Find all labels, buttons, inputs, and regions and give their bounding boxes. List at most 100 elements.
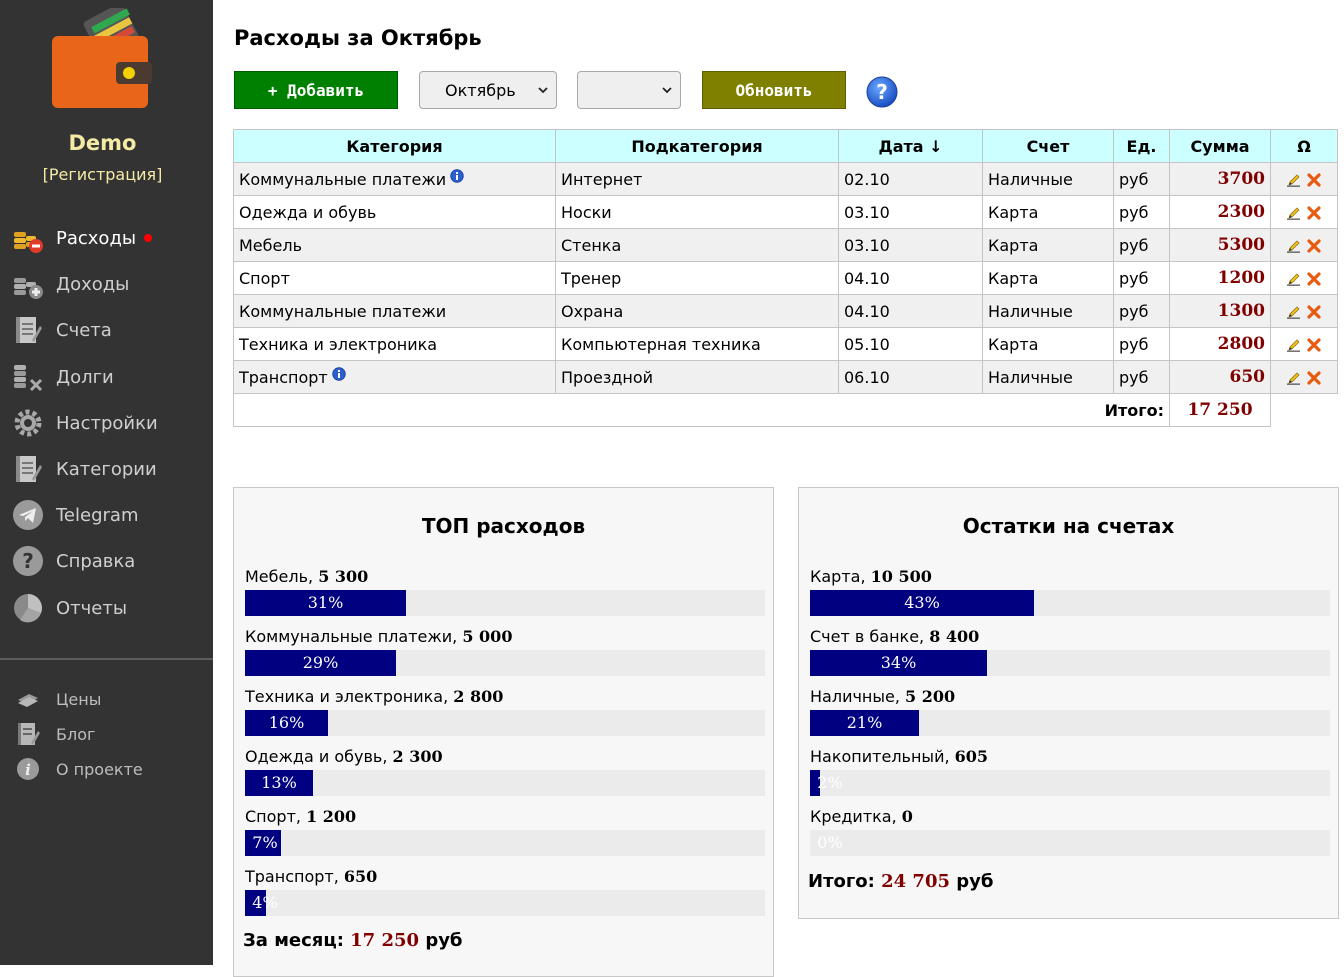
table-row[interactable]: Коммунальные платежи Охрана 04.10 Наличные р… <box>233 294 1338 328</box>
delete-x-icon[interactable] <box>1307 205 1321 220</box>
cell-amount: 2300 <box>1169 195 1271 229</box>
info-icon[interactable] <box>450 169 464 183</box>
column-header-subcategory[interactable]: Подкатегория <box>555 129 839 163</box>
progress-fill <box>245 830 281 856</box>
progress-name: Техника и электроника, <box>245 687 454 706</box>
blog-notebook-icon <box>18 723 40 745</box>
nav-label-accounts: Счета <box>56 319 112 341</box>
table-total-row: Итого: 17 250 <box>233 393 1338 427</box>
month-select[interactable]: Октябрь <box>419 71 557 109</box>
nav-item-blog[interactable]: Блог <box>15 721 95 747</box>
nav-item-help[interactable]: ? Справка <box>12 544 135 578</box>
progress-track: 34% <box>810 650 1330 676</box>
nav-item-debts[interactable]: Долги <box>12 360 114 394</box>
prices-banknotes-icon <box>18 694 38 707</box>
cell-subcategory: Охрана <box>555 294 839 328</box>
progress-fill <box>810 710 919 736</box>
nav-label-telegram: Telegram <box>56 504 139 526</box>
table-row[interactable]: Мебель Стенка 03.10 Карта руб 5300 <box>233 228 1338 262</box>
cell-amount: 650 <box>1169 360 1271 394</box>
delete-x-icon[interactable] <box>1307 304 1321 319</box>
nav-item-prices[interactable]: Цены <box>15 686 101 712</box>
progress-fill <box>245 710 328 736</box>
nav-item-reports[interactable]: Отчеты <box>12 591 127 625</box>
table-row[interactable]: Транспорт Проездной 06.10 Наличные руб 650 <box>233 360 1338 394</box>
nav-item-income[interactable]: Доходы <box>12 267 129 301</box>
nav-label-debts: Долги <box>56 366 114 388</box>
table-row[interactable]: Техника и электроника Компьютерная техник… <box>233 327 1338 361</box>
table-header-row: Категория Подкатегория Дата ↓ Счет Ед. С… <box>233 129 1338 163</box>
progress-item: Кредитка, 0 0% <box>810 806 1330 856</box>
add-button[interactable]: + Добавить <box>234 71 398 109</box>
column-header-actions: Ω <box>1270 129 1338 163</box>
edit-pencil-icon[interactable] <box>1287 371 1301 385</box>
progress-label: Мебель, 5 300 <box>245 566 765 588</box>
nav-item-accounts[interactable]: Счета <box>12 313 112 347</box>
cell-category: Спорт <box>233 261 556 295</box>
svg-text:i: i <box>25 761 31 779</box>
edit-pencil-icon[interactable] <box>1287 239 1301 253</box>
cell-unit: руб <box>1113 195 1170 229</box>
progress-fill <box>245 590 406 616</box>
top-expenses-title: ТОП расходов <box>421 514 586 538</box>
category-text: Одежда и обувь <box>239 202 377 222</box>
edit-pencil-icon[interactable] <box>1287 338 1301 352</box>
cell-amount: 5300 <box>1169 228 1271 262</box>
info-icon[interactable] <box>332 367 346 381</box>
cell-amount: 1300 <box>1169 294 1271 328</box>
edit-pencil-icon[interactable] <box>1287 305 1301 319</box>
categories-notebook-icon <box>16 456 42 482</box>
delete-x-icon[interactable] <box>1307 238 1321 253</box>
nav-item-categories[interactable]: Категории <box>12 452 157 486</box>
column-header-category[interactable]: Категория <box>233 129 556 163</box>
progress-fill <box>245 890 266 916</box>
table-row[interactable]: Одежда и обувь Носки 03.10 Карта руб 2300 <box>233 195 1338 229</box>
period-select[interactable] <box>577 71 681 109</box>
progress-item: Счет в банке, 8 400 34% <box>810 626 1330 676</box>
progress-percent: 2% <box>817 773 843 792</box>
table-row[interactable]: Спорт Тренер 04.10 Карта руб 1200 <box>233 261 1338 295</box>
register-link[interactable]: [Регистрация] <box>42 165 163 184</box>
progress-item: Спорт, 1 200 7% <box>245 806 765 856</box>
nav-item-telegram[interactable]: Telegram <box>12 498 138 532</box>
column-header-unit[interactable]: Ед. <box>1113 129 1170 163</box>
progress-name: Счет в банке, <box>810 627 930 646</box>
nav-item-about[interactable]: i О проекте <box>15 756 143 782</box>
edit-pencil-icon[interactable] <box>1287 173 1301 187</box>
cell-subcategory: Проездной <box>555 360 839 394</box>
delete-x-icon[interactable] <box>1307 271 1321 286</box>
edit-pencil-icon[interactable] <box>1287 206 1301 220</box>
progress-label: Одежда и обувь, 2 300 <box>245 746 765 768</box>
progress-track: 4% <box>245 890 765 916</box>
cell-subcategory: Носки <box>555 195 839 229</box>
column-header-date[interactable]: Дата ↓ <box>838 129 983 163</box>
nav-item-settings[interactable]: Настройки <box>12 406 158 440</box>
cell-actions <box>1270 162 1338 196</box>
progress-track: 13% <box>245 770 765 796</box>
progress-fill <box>245 650 396 676</box>
cell-unit: руб <box>1113 327 1170 361</box>
progress-percent: 43% <box>904 593 940 612</box>
column-header-account[interactable]: Счет <box>982 129 1114 163</box>
balances-total-label: Итого: <box>808 871 882 892</box>
progress-value: 5 300 <box>318 567 369 586</box>
delete-x-icon[interactable] <box>1307 172 1321 187</box>
progress-name: Транспорт, <box>245 867 344 886</box>
accounts-notebook-icon <box>16 317 42 343</box>
table-row[interactable]: Коммунальные платежи Интернет 02.10 Наличны… <box>233 162 1338 196</box>
cell-subcategory: Стенка <box>555 228 839 262</box>
month-total-unit: руб <box>419 930 463 951</box>
delete-x-icon[interactable] <box>1307 370 1321 385</box>
progress-value: 605 <box>954 747 989 766</box>
nav-item-expenses[interactable]: Расходы <box>12 221 153 255</box>
progress-label: Накопительный, 605 <box>810 746 1330 768</box>
balances-total-unit: руб <box>950 871 994 892</box>
expenses-coins-icon <box>14 232 43 253</box>
refresh-button[interactable]: Обновить <box>702 71 846 109</box>
delete-x-icon[interactable] <box>1307 337 1321 352</box>
edit-pencil-icon[interactable] <box>1287 272 1301 286</box>
column-header-amount[interactable]: Сумма <box>1169 129 1271 163</box>
cell-unit: руб <box>1113 360 1170 394</box>
progress-percent: 0% <box>817 833 843 852</box>
help-icon[interactable]: ? <box>866 76 898 108</box>
